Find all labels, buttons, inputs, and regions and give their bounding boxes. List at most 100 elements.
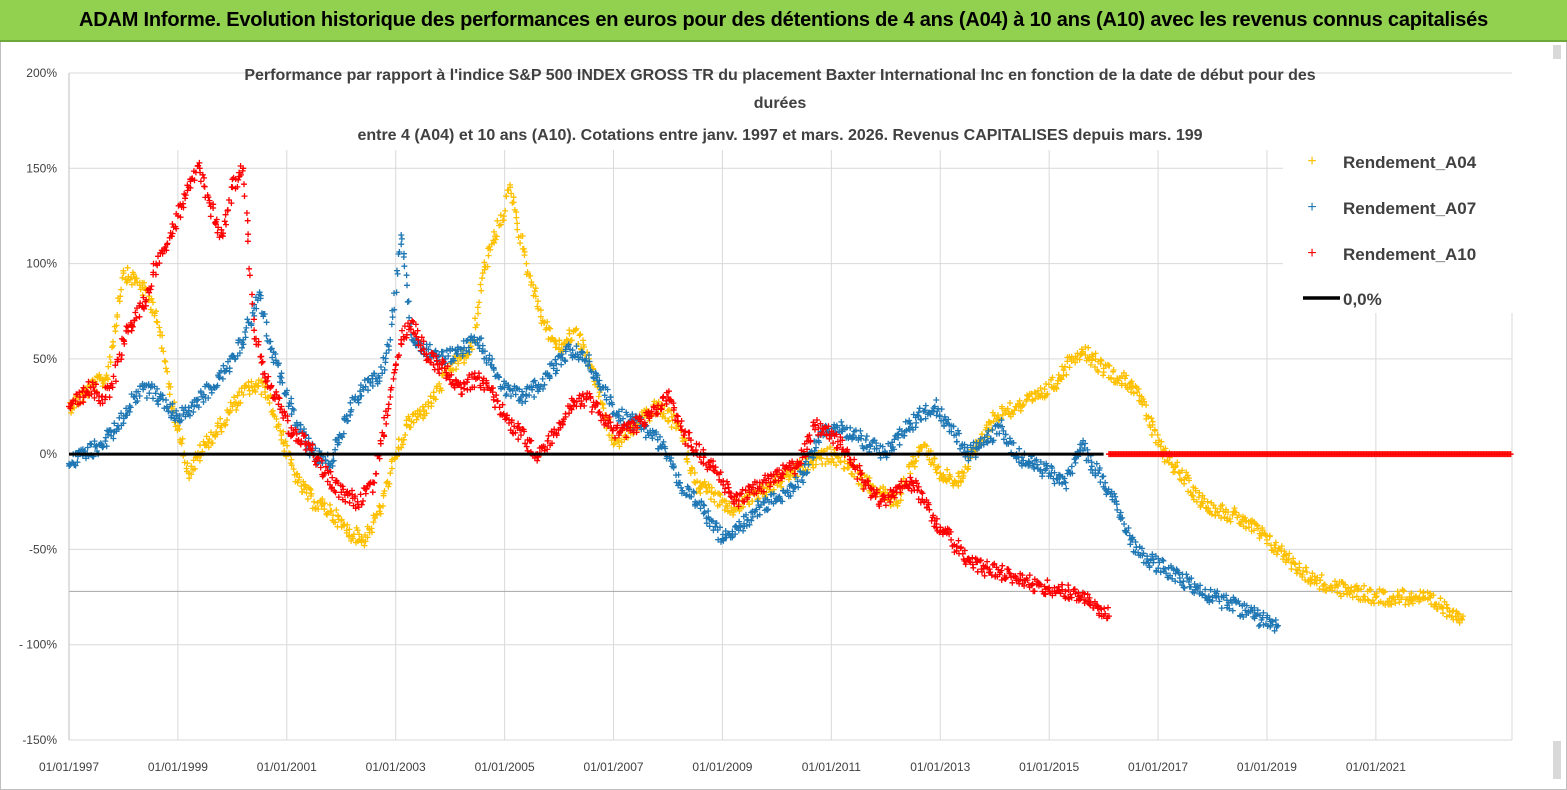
data-point xyxy=(1179,472,1181,474)
data-point xyxy=(476,377,478,379)
data-point xyxy=(1260,619,1263,621)
x-tick-label: 01/01/1997 xyxy=(39,760,99,774)
data-point xyxy=(634,424,636,427)
y-axis-ticks: 200% 150% 100% 50% 0% -50% - 100% -150% xyxy=(19,66,57,747)
data-point xyxy=(542,320,544,322)
data-point xyxy=(553,434,555,436)
report-banner: ADAM Informe. Evolution historique des p… xyxy=(0,0,1567,42)
scroll-handles[interactable] xyxy=(1553,45,1561,779)
data-point xyxy=(177,415,179,417)
y-tick-label: - 100% xyxy=(19,638,57,652)
data-point xyxy=(569,348,571,350)
legend-item-a04: + Rendement_A04 xyxy=(1307,153,1476,172)
data-point xyxy=(362,539,364,541)
data-point xyxy=(749,491,751,493)
data-point xyxy=(1015,577,1018,579)
data-point xyxy=(923,501,925,503)
data-point xyxy=(732,501,734,503)
data-point xyxy=(188,186,190,188)
data-point xyxy=(1179,577,1181,579)
data-point xyxy=(754,510,756,512)
data-point xyxy=(199,167,201,169)
data-point xyxy=(1113,501,1116,503)
data-point xyxy=(509,186,511,188)
data-point xyxy=(400,234,402,236)
data-point xyxy=(896,501,898,503)
legend-marker-a07: + xyxy=(1307,199,1316,216)
data-point xyxy=(759,491,762,493)
data-point xyxy=(106,377,108,379)
legend-box xyxy=(1283,143,1518,313)
data-point xyxy=(1162,567,1165,570)
data-point xyxy=(553,367,555,369)
data-point xyxy=(1157,444,1159,446)
top-right-handle[interactable] xyxy=(1553,45,1561,59)
data-point xyxy=(1397,596,1399,598)
gridlines xyxy=(68,72,1513,741)
data-point xyxy=(1277,625,1279,627)
data-point xyxy=(133,396,135,398)
data-point xyxy=(939,472,941,474)
data-point xyxy=(1228,602,1230,604)
data-point xyxy=(340,491,342,493)
data-point xyxy=(852,434,854,436)
y-tick-label: -50% xyxy=(29,542,57,556)
data-point xyxy=(1266,539,1268,541)
data-point xyxy=(144,301,146,303)
data-point xyxy=(602,415,604,417)
chart-title-line-1: Performance par rapport à l'indice S&P 5… xyxy=(244,67,1315,84)
data-point xyxy=(1037,396,1039,398)
data-point xyxy=(231,186,233,188)
data-point xyxy=(476,339,478,341)
report-title: ADAM Informe. Evolution historique des p… xyxy=(79,8,1488,31)
data-point xyxy=(264,377,266,379)
data-point xyxy=(710,520,713,522)
series-markers xyxy=(66,232,1281,634)
data-point xyxy=(917,415,920,417)
data-point xyxy=(923,444,925,446)
data-point xyxy=(1130,539,1132,541)
data-point xyxy=(1375,596,1377,598)
data-point xyxy=(449,367,451,369)
data-point xyxy=(1353,590,1355,592)
legend-item-a07: + Rendement_A07 xyxy=(1307,199,1476,218)
data-point xyxy=(471,348,473,350)
data-point xyxy=(830,434,832,436)
bottom-right-handle[interactable] xyxy=(1553,741,1561,779)
x-tick-label: 01/01/2021 xyxy=(1346,760,1406,774)
data-point xyxy=(738,529,740,531)
x-tick-label: 01/01/2015 xyxy=(1019,760,1079,774)
series-markers xyxy=(66,159,1112,622)
data-point xyxy=(1048,472,1050,474)
data-point xyxy=(139,282,141,284)
data-point xyxy=(651,415,653,417)
series-rendement-a07 xyxy=(66,232,1281,634)
data-point xyxy=(955,482,958,484)
data-point xyxy=(770,501,773,503)
x-tick-label: 01/01/2001 xyxy=(257,760,317,774)
data-point xyxy=(177,215,179,217)
data-point xyxy=(1244,520,1246,522)
data-point xyxy=(427,405,429,408)
data-point xyxy=(1081,596,1083,598)
data-point xyxy=(460,348,462,350)
data-point xyxy=(966,558,969,560)
data-point xyxy=(994,415,996,417)
data-point xyxy=(378,510,380,512)
data-point xyxy=(204,444,206,446)
data-point xyxy=(329,463,331,465)
data-point xyxy=(253,329,255,331)
data-point xyxy=(1244,609,1246,612)
data-point xyxy=(231,405,233,408)
data-point xyxy=(934,520,936,522)
data-point xyxy=(574,329,577,331)
chart-title-line-3: entre 4 (A04) et 10 ans (A10). Cotations… xyxy=(357,127,1202,144)
data-point xyxy=(280,405,282,408)
data-point xyxy=(999,571,1001,573)
data-point xyxy=(950,424,952,427)
data-point xyxy=(155,310,157,312)
data-point xyxy=(618,415,620,417)
legend-marker-a10: + xyxy=(1307,245,1316,262)
data-point xyxy=(324,472,326,474)
data-point xyxy=(427,348,429,350)
